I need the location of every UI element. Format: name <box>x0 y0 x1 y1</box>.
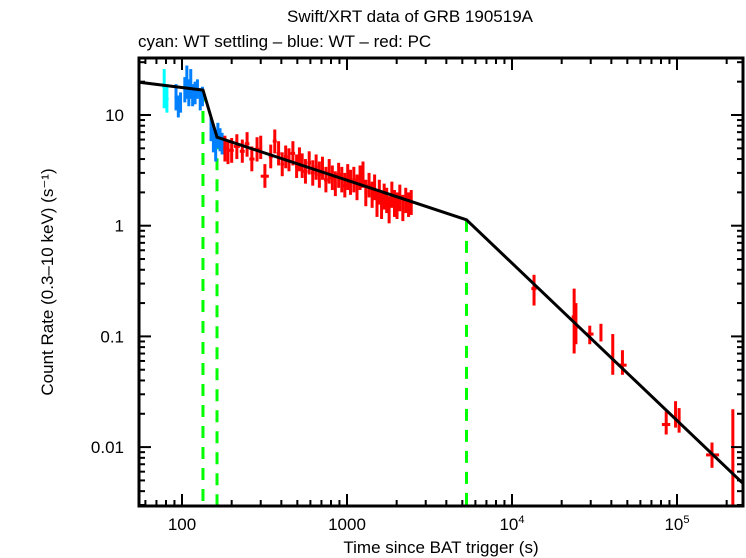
data-point <box>303 159 308 184</box>
data-point <box>407 192 411 217</box>
data-point <box>731 409 735 505</box>
data-point <box>295 154 299 178</box>
data-point <box>249 146 255 172</box>
x-tick-label: 100 <box>168 515 196 534</box>
fit-line <box>139 80 745 485</box>
data-point <box>320 156 324 180</box>
data-point <box>314 154 318 180</box>
data-point <box>382 183 386 210</box>
data-point <box>387 196 391 224</box>
data-point <box>317 161 321 188</box>
data-point <box>611 334 615 375</box>
data-point <box>599 323 603 342</box>
data-point <box>283 145 288 169</box>
axes <box>137 56 745 508</box>
data-point <box>272 129 277 154</box>
data-point <box>677 408 681 433</box>
data-point <box>307 151 311 175</box>
x-tick-label: 1000 <box>328 515 366 534</box>
plot-area <box>139 65 745 506</box>
data-point <box>367 172 371 198</box>
x-tick-label-base: 1000 <box>328 515 366 534</box>
data-point <box>355 174 359 201</box>
plot-frame <box>137 56 745 508</box>
data-point <box>259 135 263 160</box>
data-point <box>244 132 250 157</box>
data-point <box>330 165 335 191</box>
data-point <box>392 190 396 217</box>
data-point <box>661 411 671 435</box>
data-point <box>323 166 328 193</box>
data-point <box>193 81 197 105</box>
fit-curve <box>139 80 745 485</box>
x-tick-label-base: 100 <box>168 515 196 534</box>
data-point <box>239 139 245 163</box>
data-point <box>373 174 377 201</box>
y-tick-label: 1 <box>115 217 124 236</box>
data-point <box>380 192 384 219</box>
chart-title: Swift/XRT data of GRB 190519A <box>287 7 534 26</box>
data-point <box>220 132 224 155</box>
x-tick-label-base: 10 <box>664 515 683 534</box>
data-point <box>342 172 347 198</box>
data-point <box>297 147 301 172</box>
data-point <box>233 134 240 160</box>
x-tick-label-base: 10 <box>499 515 518 534</box>
data-point <box>276 141 281 166</box>
y-tick-label: 10 <box>105 106 124 125</box>
ticks <box>139 58 743 506</box>
data-point <box>179 92 183 113</box>
x-tick-label-exponent: 4 <box>518 514 524 526</box>
data-point <box>352 166 356 193</box>
y-tick-label: 0.01 <box>91 438 124 457</box>
data-point <box>674 401 678 428</box>
data-point <box>375 190 379 217</box>
data-point <box>226 139 230 165</box>
x-tick-label: 104 <box>499 514 524 534</box>
x-tick-label: 105 <box>664 514 689 534</box>
data-point <box>531 274 537 306</box>
data-point <box>364 179 368 207</box>
x-axis-label: Time since BAT trigger (s) <box>343 538 538 557</box>
data-point <box>336 162 341 188</box>
x-tick-label-exponent: 5 <box>683 514 689 526</box>
y-axis-label: Count Rate (0.3–10 keV) (s⁻¹) <box>38 168 57 395</box>
break-lines <box>201 90 469 506</box>
data-point <box>310 160 315 186</box>
data-point <box>361 161 365 188</box>
data-point <box>346 164 350 191</box>
data-point <box>165 84 169 113</box>
data-point <box>327 159 331 184</box>
data-point <box>280 152 284 177</box>
data-point <box>370 181 374 208</box>
chart-subtitle: cyan: WT settling – blue: WT – red: PC <box>138 32 431 51</box>
data-point <box>260 164 269 188</box>
y-tick-label: 0.1 <box>100 327 124 346</box>
